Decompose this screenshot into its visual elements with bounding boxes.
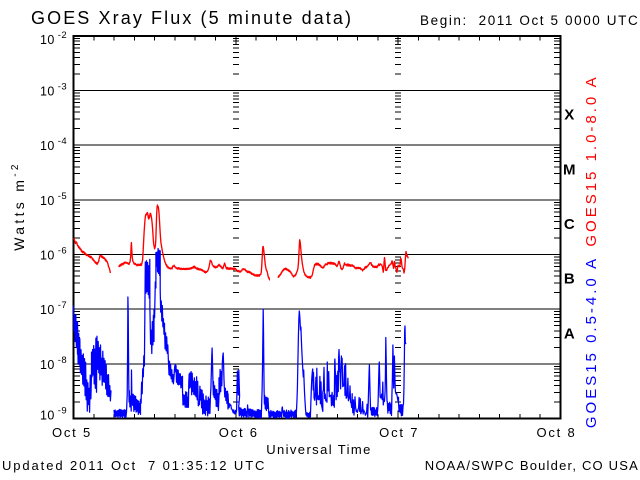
svg-text:GOES Xray Flux (5 minute data): GOES Xray Flux (5 minute data) [31,8,353,28]
svg-text:Oct 6: Oct 6 [219,425,259,440]
svg-text:Oct 5: Oct 5 [52,425,92,440]
svg-text:B: B [564,271,575,288]
svg-text:Universal Time: Universal Time [266,442,372,457]
svg-text:Watts m-2: Watts m-2 [10,161,27,250]
svg-text:X: X [564,107,574,124]
svg-text:Updated 2011 Oct 7 01:35:12 U: Updated 2011 Oct 7 01:35:12 UTC [2,458,266,473]
svg-text:C: C [564,216,575,233]
svg-text:GOES15 0.5-4.0 A: GOES15 0.5-4.0 A [583,256,600,428]
svg-text:NOAA/SWPC Boulder, CO USA: NOAA/SWPC Boulder, CO USA [425,458,639,473]
svg-text:Oct 7: Oct 7 [379,425,419,440]
svg-text:GOES15 1.0-8.0 A: GOES15 1.0-8.0 A [583,74,600,246]
svg-text:M: M [563,161,576,178]
svg-text:Oct 8: Oct 8 [536,425,576,440]
svg-text:Begin: 2011 Oct 5 0000 UTC: Begin: 2011 Oct 5 0000 UTC [420,13,639,28]
svg-text:A: A [564,325,575,342]
